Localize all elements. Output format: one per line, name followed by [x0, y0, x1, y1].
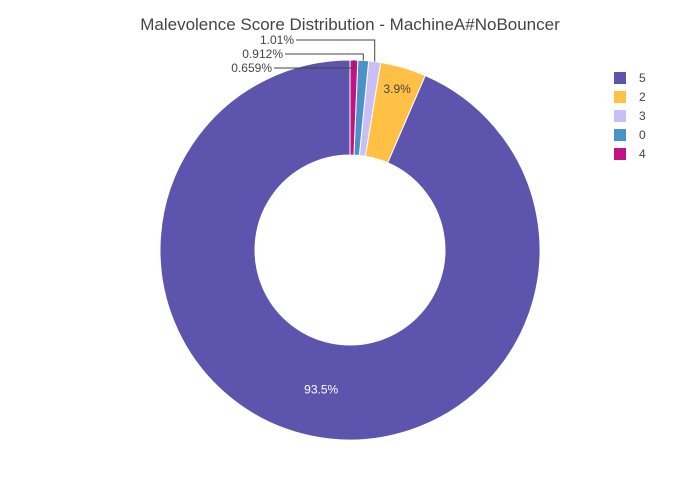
slice-label-5: 93.5%: [304, 383, 338, 397]
legend-label-4: 4: [639, 147, 646, 161]
legend-swatch-4: [614, 148, 626, 160]
slice-label-4: 0.659%: [231, 61, 272, 75]
legend-label-5: 5: [639, 71, 646, 85]
slice-5: [159, 59, 541, 441]
leader-line-4: [274, 60, 355, 69]
legend-swatch-2: [614, 91, 626, 103]
legend-swatch-0: [614, 129, 626, 141]
leader-line-3: [296, 39, 376, 62]
chart-title: Malevolence Score Distribution - Machine…: [140, 15, 560, 34]
labels-group: 93.5% 3.9% 1.01%0.912%0.659%: [231, 33, 411, 397]
slice-label-2: 3.9%: [384, 82, 412, 96]
leader-line-0: [285, 53, 364, 61]
legend-label-0: 0: [639, 128, 646, 142]
slice-label-0: 0.912%: [242, 47, 283, 61]
slice-4: [349, 59, 359, 156]
legend-swatch-5: [614, 72, 626, 84]
legend-label-3: 3: [639, 109, 646, 123]
slices-group: [159, 59, 541, 441]
legend: 5 2 3 0 4: [614, 71, 646, 161]
slice-label-3: 1.01%: [260, 33, 294, 47]
legend-label-2: 2: [639, 90, 646, 104]
legend-swatch-3: [614, 110, 626, 122]
